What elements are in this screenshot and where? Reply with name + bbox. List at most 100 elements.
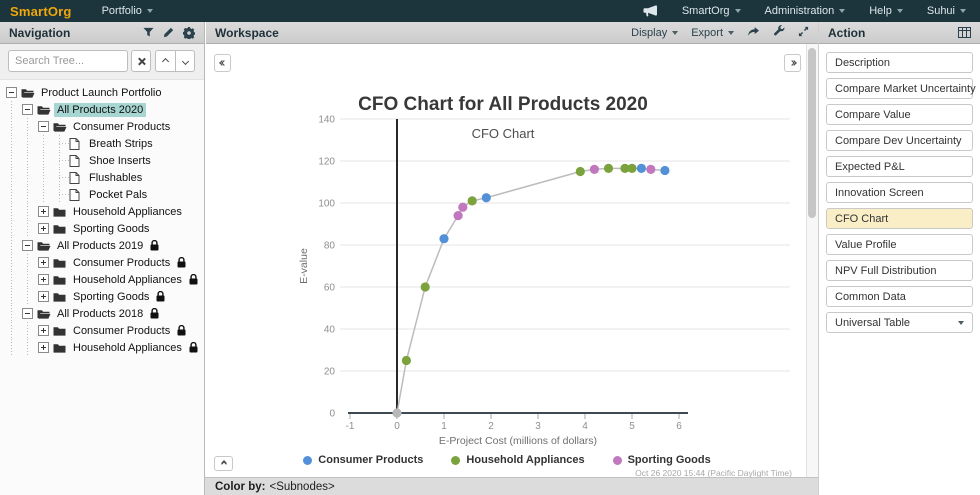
tree-item-label[interactable]: Sporting Goods bbox=[73, 290, 150, 303]
tree-item[interactable]: Household Appliances bbox=[0, 203, 204, 220]
display-menu[interactable]: Display bbox=[631, 27, 679, 39]
tree-item-label[interactable]: Product Launch Portfolio bbox=[41, 86, 162, 99]
menu-user[interactable]: Suhui bbox=[927, 5, 966, 17]
tree-item-label[interactable]: Pocket Pals bbox=[89, 188, 148, 201]
expand-toggle[interactable] bbox=[38, 325, 49, 336]
tree-item[interactable]: All Products 2018 bbox=[0, 305, 204, 322]
tree-item[interactable]: Pocket Pals bbox=[0, 186, 204, 203]
tree-item-label[interactable]: Household Appliances bbox=[73, 273, 182, 286]
legend-item-sporting-goods[interactable]: Sporting Goods bbox=[612, 454, 711, 466]
collapse-toggle[interactable] bbox=[22, 240, 33, 251]
collapse-toggle[interactable] bbox=[22, 308, 33, 319]
search-next-button[interactable] bbox=[175, 50, 195, 72]
previous-node-button[interactable] bbox=[214, 54, 231, 72]
chart-legend: Consumer Products Household Appliances Spo… bbox=[212, 454, 802, 466]
action-button-value-profile[interactable]: Value Profile bbox=[826, 234, 973, 255]
data-point[interactable] bbox=[458, 202, 468, 212]
tree-item[interactable]: Household Appliances bbox=[0, 339, 204, 356]
workspace-scrollbar[interactable] bbox=[806, 44, 818, 477]
tree-item-label[interactable]: Consumer Products bbox=[73, 324, 171, 337]
next-node-button[interactable] bbox=[784, 54, 801, 72]
search-input[interactable] bbox=[8, 50, 128, 72]
expand-toggle[interactable] bbox=[38, 291, 49, 302]
collapse-toggle[interactable] bbox=[38, 121, 49, 132]
data-point[interactable] bbox=[646, 164, 656, 174]
grid-view-icon[interactable] bbox=[958, 27, 971, 38]
tree-item[interactable]: All Products 2020 bbox=[0, 101, 204, 118]
tree-item[interactable]: Household Appliances bbox=[0, 271, 204, 288]
edit-pencil-icon[interactable] bbox=[163, 27, 174, 38]
menu-administration[interactable]: Administration bbox=[765, 5, 846, 17]
expand-toggle[interactable] bbox=[38, 223, 49, 234]
data-point[interactable] bbox=[481, 193, 491, 203]
tree-item-label[interactable]: Flushables bbox=[89, 171, 143, 184]
data-point[interactable] bbox=[627, 163, 637, 173]
data-point[interactable] bbox=[660, 165, 670, 176]
tree-item[interactable]: Breath Strips bbox=[0, 135, 204, 152]
action-button-expected-p-l[interactable]: Expected P&L bbox=[826, 156, 973, 177]
share-icon[interactable] bbox=[747, 26, 760, 40]
tree-item-label[interactable]: All Products 2018 bbox=[57, 307, 144, 320]
wrench-icon[interactable] bbox=[773, 25, 785, 40]
menu-help[interactable]: Help bbox=[869, 5, 903, 17]
expand-toggle[interactable] bbox=[38, 274, 49, 285]
tree-item-label[interactable]: Household Appliances bbox=[73, 205, 182, 218]
action-button-common-data[interactable]: Common Data bbox=[826, 286, 973, 307]
expand-toggle[interactable] bbox=[38, 342, 49, 353]
action-button-label: Common Data bbox=[835, 290, 906, 303]
tree-item[interactable]: Consumer Products bbox=[0, 322, 204, 339]
tree-item[interactable]: Consumer Products bbox=[0, 254, 204, 271]
data-point[interactable] bbox=[439, 234, 449, 244]
announcement-icon[interactable] bbox=[643, 5, 658, 17]
action-button-compare-value[interactable]: Compare Value bbox=[826, 104, 973, 125]
collapse-toggle[interactable] bbox=[6, 87, 17, 98]
expand-toggle[interactable] bbox=[38, 257, 49, 268]
export-menu[interactable]: Export bbox=[691, 27, 734, 39]
collapse-footer-button[interactable] bbox=[214, 456, 233, 471]
data-point[interactable] bbox=[636, 163, 646, 173]
data-point[interactable] bbox=[620, 163, 630, 173]
action-button-compare-dev-uncertainty[interactable]: Compare Dev Uncertainty bbox=[826, 130, 973, 151]
tree-item-label[interactable]: All Products 2019 bbox=[57, 239, 144, 252]
tree-item-label[interactable]: Consumer Products bbox=[73, 256, 171, 269]
tree-item-label[interactable]: All Products 2020 bbox=[54, 102, 147, 117]
action-button-npv-full-distribution[interactable]: NPV Full Distribution bbox=[826, 260, 973, 281]
clear-search-button[interactable] bbox=[131, 50, 151, 72]
tree-item[interactable]: All Products 2019 bbox=[0, 237, 204, 254]
gear-icon[interactable] bbox=[183, 26, 195, 39]
expand-toggle[interactable] bbox=[38, 206, 49, 217]
tree-item-label[interactable]: Consumer Products bbox=[73, 120, 171, 133]
action-button-cfo-chart[interactable]: CFO Chart bbox=[826, 208, 973, 229]
action-button-compare-market-uncertainty[interactable]: Compare Market Uncertainty bbox=[826, 78, 976, 99]
legend-item-household-appliances[interactable]: Household Appliances bbox=[451, 454, 585, 466]
action-button-description[interactable]: Description bbox=[826, 52, 973, 73]
data-point[interactable] bbox=[392, 408, 402, 418]
action-button-innovation-screen[interactable]: Innovation Screen bbox=[826, 182, 973, 203]
universal-table-dropdown[interactable]: Universal Table bbox=[826, 312, 973, 333]
tree-item[interactable]: Product Launch Portfolio bbox=[0, 84, 204, 101]
filter-icon[interactable] bbox=[143, 27, 154, 38]
data-point[interactable] bbox=[467, 196, 477, 206]
menu-portfolio[interactable]: Portfolio bbox=[102, 5, 153, 17]
tree-item[interactable]: Flushables bbox=[0, 169, 204, 186]
legend-item-consumer-products[interactable]: Consumer Products bbox=[303, 454, 423, 466]
data-point[interactable] bbox=[453, 211, 463, 221]
tree-item-label[interactable]: Sporting Goods bbox=[73, 222, 150, 235]
data-point[interactable] bbox=[401, 355, 411, 366]
tree-item-label[interactable]: Shoe Inserts bbox=[89, 154, 151, 167]
tree-item[interactable]: Shoe Inserts bbox=[0, 152, 204, 169]
tree-item-label[interactable]: Breath Strips bbox=[89, 137, 153, 150]
menu-smartorg[interactable]: SmartOrg bbox=[682, 5, 741, 17]
data-point[interactable] bbox=[575, 166, 585, 177]
collapse-toggle[interactable] bbox=[22, 104, 33, 115]
data-point[interactable] bbox=[603, 163, 614, 173]
tree-item[interactable]: Sporting Goods bbox=[0, 220, 204, 237]
data-point[interactable] bbox=[420, 282, 430, 292]
tree-item-label[interactable]: Household Appliances bbox=[73, 341, 182, 354]
data-point[interactable] bbox=[589, 164, 599, 174]
search-prev-button[interactable] bbox=[155, 50, 175, 72]
expand-icon[interactable] bbox=[798, 26, 809, 40]
tree-item[interactable]: Consumer Products bbox=[0, 118, 204, 135]
scrollbar-thumb[interactable] bbox=[808, 48, 816, 218]
tree-item[interactable]: Sporting Goods bbox=[0, 288, 204, 305]
